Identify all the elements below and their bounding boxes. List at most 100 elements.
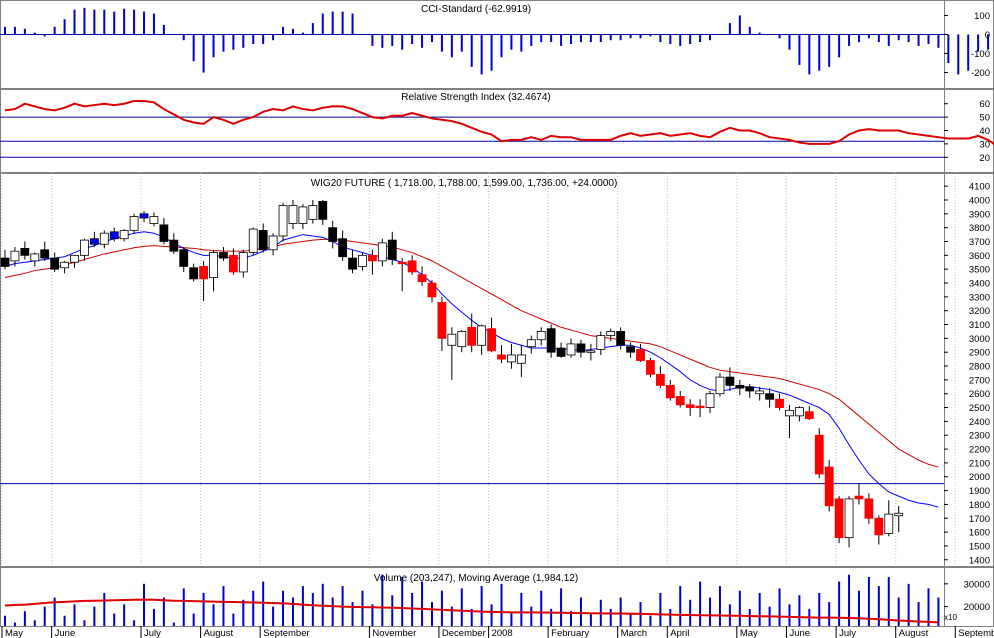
candlestick: [328, 220, 338, 249]
candlestick: [129, 213, 139, 234]
y-tick-label: 1600: [969, 528, 990, 539]
y-tick-label: 4000: [969, 195, 990, 206]
candle-body: [507, 354, 516, 363]
candle-body: [536, 331, 546, 341]
candlestick: [60, 260, 69, 274]
month-label: July: [144, 628, 161, 638]
y-tick-label: 2300: [969, 431, 990, 442]
candle-body: [338, 238, 348, 258]
y-tick-label: 2100: [969, 458, 990, 469]
rsi-panel: 60 50 40 30 20: [0, 99, 994, 164]
candle-body: [60, 261, 69, 269]
candle-body: [199, 266, 209, 280]
candlestick: [437, 296, 447, 351]
month-label: November: [372, 628, 416, 638]
y-tick-label: 100: [974, 11, 990, 22]
y-tick-label: 3900: [969, 209, 990, 220]
candlestick: [348, 249, 357, 274]
candlestick: [626, 342, 635, 358]
sma-fast-line: [4, 231, 939, 508]
y-tick-label: 60: [979, 99, 990, 110]
candle-body: [636, 349, 645, 361]
month-label: April: [670, 628, 689, 638]
candle-body: [516, 354, 526, 364]
candlestick: [884, 500, 894, 537]
candlestick: [804, 406, 814, 421]
y-tick-label: 20000: [964, 602, 990, 613]
y-tick-label: 3700: [969, 237, 990, 248]
candle-body: [258, 230, 268, 251]
candle-body: [368, 254, 377, 262]
candlestick: [646, 357, 655, 378]
candle-body: [377, 242, 387, 262]
candle-body: [526, 339, 536, 348]
candlestick: [268, 233, 278, 256]
candle-body: [844, 498, 854, 539]
candlestick: [636, 343, 645, 362]
candle-body: [745, 386, 755, 392]
candle-body: [268, 235, 278, 251]
candle-body: [804, 411, 814, 420]
candle-body: [824, 466, 834, 507]
candlestick: [278, 202, 288, 242]
candle-body: [80, 239, 89, 256]
candlestick: [248, 227, 258, 256]
candlestick: [30, 252, 40, 267]
candle-body: [50, 257, 60, 270]
candlestick: [159, 217, 169, 245]
candle-body: [864, 498, 874, 519]
candlestick: [894, 506, 904, 533]
month-label: May: [5, 628, 23, 638]
candlestick: [368, 249, 377, 275]
candle-body: [278, 205, 288, 237]
candle-body: [288, 205, 298, 224]
candlestick: [864, 493, 874, 524]
candlestick: [199, 260, 209, 302]
candlestick: [10, 247, 20, 267]
candlestick: [655, 366, 665, 389]
candle-body: [655, 373, 665, 386]
candlestick: [814, 428, 824, 479]
month-label: February: [551, 628, 589, 638]
y-tick-label: -100: [971, 49, 990, 60]
candle-body: [427, 282, 437, 298]
candlestick: [576, 339, 586, 358]
candle-body: [685, 404, 695, 408]
candle-body: [40, 249, 50, 259]
y-tick-label: 3000: [969, 334, 990, 345]
month-label: August: [899, 628, 929, 638]
y-tick-label: 50: [979, 113, 990, 124]
month-label: May: [740, 628, 758, 638]
candlestick: [507, 343, 516, 369]
candle-body: [576, 343, 586, 353]
candle-body: [715, 376, 725, 395]
rsi-line: [4, 100, 994, 146]
candle-body: [497, 354, 506, 360]
candle-body: [0, 257, 10, 267]
candle-body: [775, 398, 784, 408]
candlestick: [755, 386, 765, 401]
candlestick: [536, 327, 546, 346]
y-tick-label: 40: [979, 126, 990, 137]
y-tick-label: 30000: [964, 579, 990, 590]
candle-body: [755, 390, 765, 395]
y-tick-label: 20: [979, 153, 990, 164]
candle-body: [189, 267, 199, 280]
candle-body: [586, 350, 596, 353]
candle-body: [348, 257, 357, 270]
month-label: August: [204, 628, 234, 638]
y-tick-label: 2500: [969, 403, 990, 414]
y-tick-label: 2600: [969, 389, 990, 400]
candlestick: [606, 328, 616, 342]
candlestick: [546, 324, 556, 358]
candlestick: [477, 324, 487, 355]
candle-body: [566, 343, 576, 356]
volume-ma-line: [4, 598, 939, 624]
month-label: June: [789, 628, 810, 638]
candle-body: [725, 376, 735, 386]
candle-body: [238, 252, 248, 273]
volume-unit-label: x10: [944, 613, 957, 622]
y-tick-label: 1900: [969, 486, 990, 497]
y-tick-label: 3200: [969, 306, 990, 317]
price-panel: 4100 4000 3900 3800 3700 3600 3500 3400 3300 3200…: [0, 182, 990, 566]
